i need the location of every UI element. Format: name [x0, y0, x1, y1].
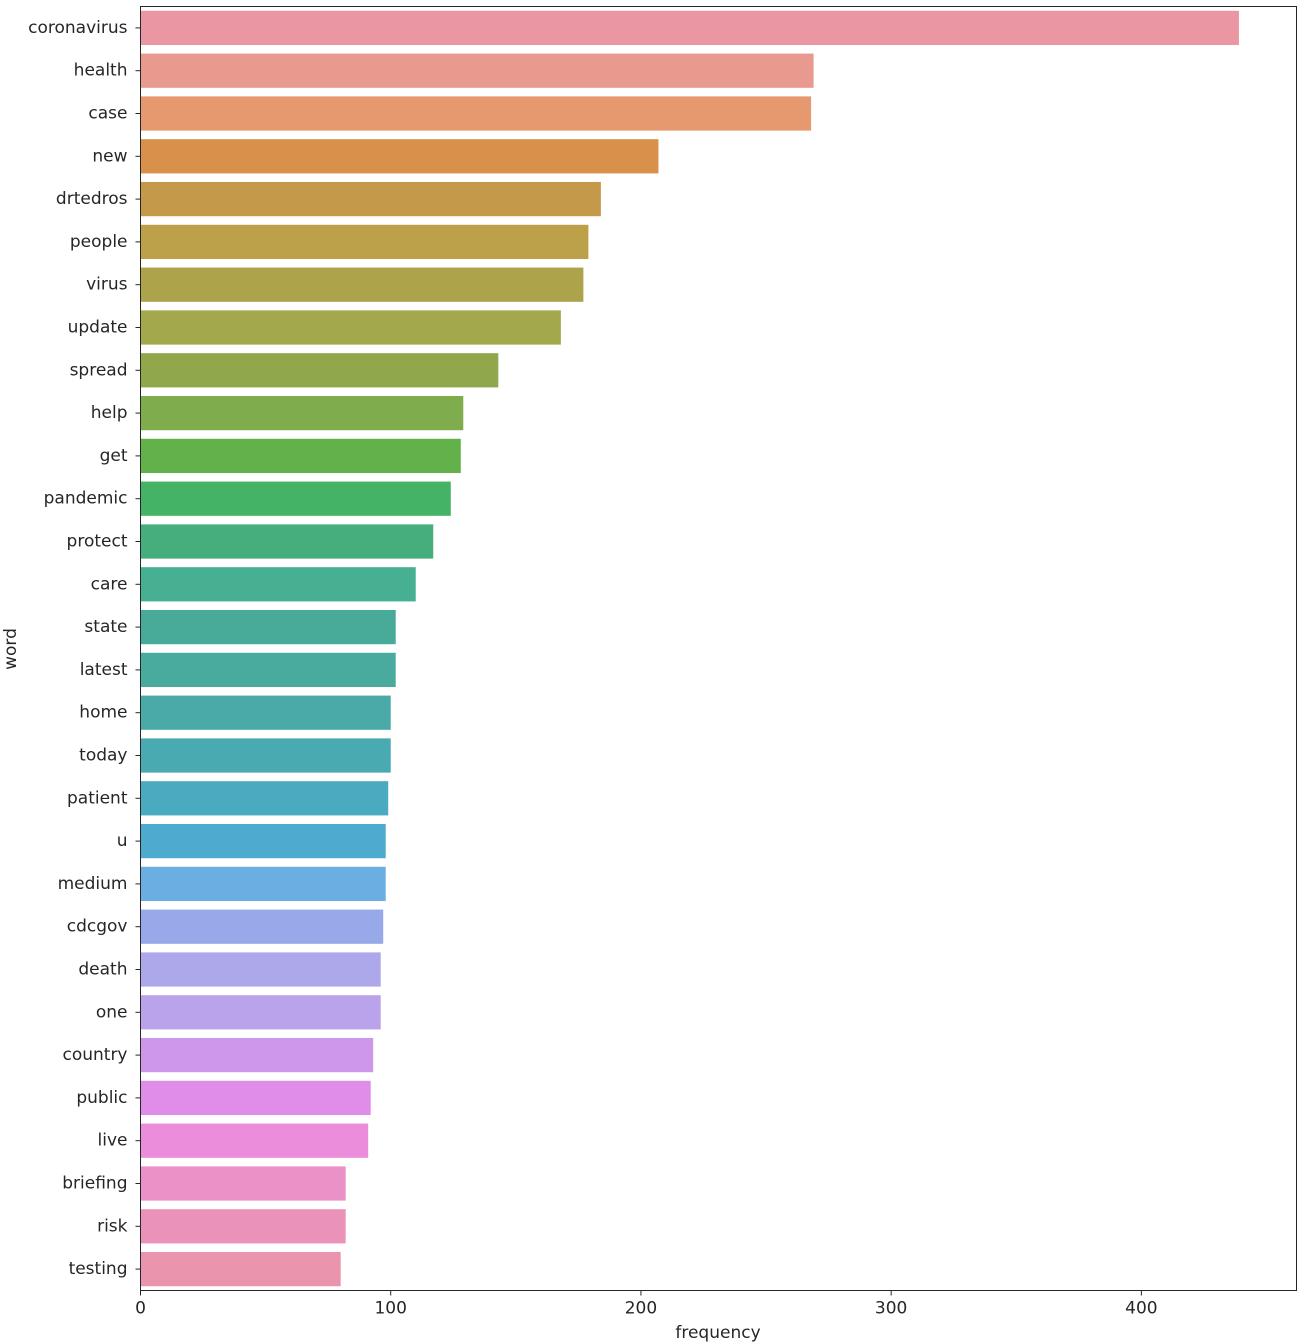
x-tick-label: 300 — [875, 1299, 907, 1319]
plot-frame — [140, 6, 1297, 1291]
bar-drtedros — [140, 181, 601, 217]
bar-home — [140, 695, 391, 730]
y-tick-label: spread — [70, 360, 128, 380]
bar-u — [140, 823, 386, 859]
y-tick-label: live — [98, 1131, 128, 1151]
y-tick-label: country — [62, 1045, 127, 1065]
y-tick-label: medium — [58, 874, 128, 894]
y-tick-label: virus — [86, 275, 128, 295]
bar-cdcgov — [140, 909, 384, 944]
bar-help — [140, 395, 464, 431]
bar-get — [140, 438, 461, 474]
bar-state — [140, 609, 396, 645]
bars-group — [140, 10, 1239, 1287]
bar-protect — [140, 524, 434, 559]
y-tick-label: latest — [80, 660, 128, 680]
y-tick-label: death — [78, 960, 127, 980]
bar-latest — [140, 652, 396, 688]
x-tick-label: 200 — [625, 1299, 657, 1319]
y-tick-label: drtedros — [56, 189, 128, 209]
bar-today — [140, 738, 391, 773]
bar-medium — [140, 866, 386, 902]
bar-country — [140, 1037, 374, 1073]
bar-virus — [140, 267, 584, 302]
bar-care — [140, 567, 416, 602]
y-tick-label: testing — [69, 1259, 128, 1279]
bar-update — [140, 310, 561, 345]
y-tick-label: health — [74, 61, 128, 81]
bar-case — [140, 96, 812, 131]
x-axis-label: frequency — [675, 1323, 760, 1343]
x-tick-label: 100 — [374, 1299, 406, 1319]
y-tick-label: case — [88, 104, 127, 124]
bar-briefing — [140, 1166, 346, 1201]
y-tick-label: home — [79, 703, 127, 723]
y-tick-label: protect — [67, 532, 128, 552]
bar-spread — [140, 353, 499, 388]
bar-new — [140, 139, 659, 174]
bar-health — [140, 53, 814, 88]
bar-testing — [140, 1251, 341, 1287]
x-tick-label: 0 — [135, 1299, 146, 1319]
y-tick-label: one — [96, 1002, 128, 1022]
y-tick-label: pandemic — [44, 489, 128, 509]
bar-death — [140, 952, 381, 987]
bar-one — [140, 995, 381, 1030]
bar-coronavirus — [140, 10, 1239, 46]
y-tick-label: risk — [97, 1216, 128, 1236]
y-tick-label: state — [84, 617, 127, 637]
y-tick-label: patient — [67, 788, 128, 808]
y-axis-label: word — [1, 628, 21, 670]
y-tick-label: get — [100, 446, 128, 466]
y-tick-label: u — [117, 831, 128, 851]
y-tick-label: coronavirus — [28, 18, 128, 38]
bar-public — [140, 1080, 371, 1116]
y-tick-label: help — [91, 403, 128, 423]
bar-risk — [140, 1209, 346, 1244]
y-tick-label: briefing — [62, 1174, 127, 1194]
y-tick-label: public — [76, 1088, 127, 1108]
y-tick-label: cdcgov — [67, 917, 128, 937]
y-axis-ticks: coronavirus health case new drtedros people vi… — [28, 18, 141, 1279]
bar-people — [140, 224, 589, 260]
y-tick-label: care — [91, 574, 128, 594]
y-tick-label: update — [68, 318, 128, 338]
x-tick-label: 400 — [1125, 1299, 1157, 1319]
x-axis-ticks: 0 100 200 300 400 — [135, 1290, 1158, 1319]
y-tick-label: new — [92, 146, 127, 166]
bar-patient — [140, 781, 389, 816]
bar-pandemic — [140, 481, 451, 516]
y-tick-label: today — [79, 746, 127, 766]
y-tick-label: people — [70, 232, 128, 252]
bar-live — [140, 1123, 369, 1158]
